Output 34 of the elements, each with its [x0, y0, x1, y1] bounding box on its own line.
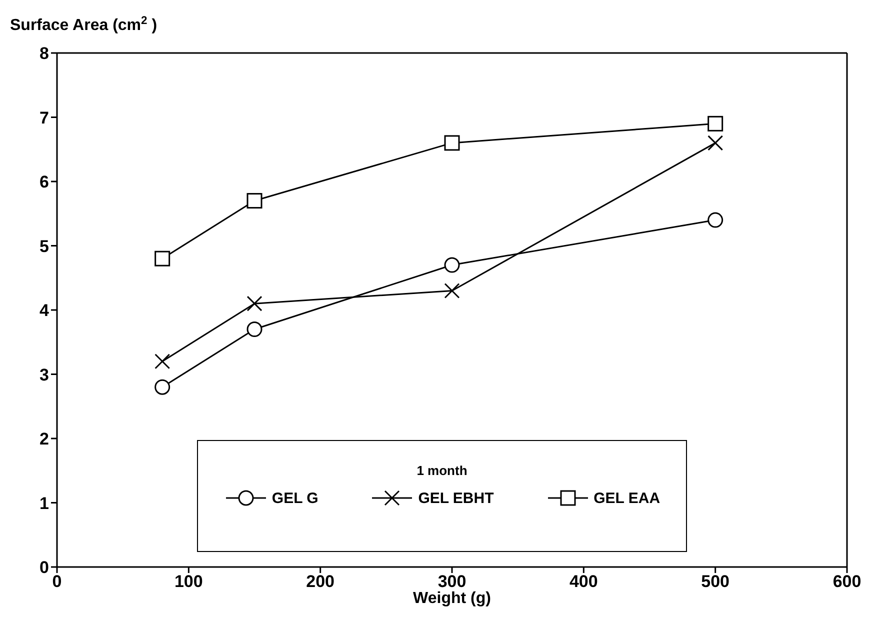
y-tick-label: 4: [40, 301, 50, 320]
point: [444, 135, 460, 151]
x-tick-label: 300: [438, 572, 466, 592]
y-tick-label: 5: [40, 236, 49, 256]
x-axis-title: Weight (g): [413, 590, 491, 607]
y-axis-title: Surface Area (cm$^{2}$): [10, 15, 158, 34]
x-tick-label: 500: [701, 572, 730, 592]
x-tick-label: 200: [306, 572, 335, 592]
point: [708, 212, 724, 228]
x-tick-label: 0: [52, 572, 62, 592]
point: [154, 250, 170, 266]
legend-label: GEL EBHT: [418, 490, 494, 506]
point: [708, 135, 724, 151]
x-tick-label: 400: [569, 572, 598, 592]
legend-title: 1 month: [416, 463, 468, 478]
legend-label: GEL EAA: [594, 490, 660, 506]
point: [246, 296, 262, 312]
point: [154, 379, 170, 395]
point: [246, 322, 262, 338]
y-tick-label: 1: [40, 494, 49, 513]
legend-label: GEL G: [272, 490, 318, 506]
x-tick-label: 100: [174, 572, 203, 592]
x-tick-label: 600: [832, 572, 862, 592]
point: [246, 193, 262, 209]
point: [708, 116, 724, 132]
point: [444, 282, 460, 298]
point: [444, 257, 460, 273]
y-tick-label: 8: [40, 44, 49, 64]
point: [154, 354, 170, 370]
y-tick-label: 2: [40, 430, 49, 449]
y-tick-label: 0: [40, 558, 49, 578]
y-tick-label: 7: [40, 108, 49, 128]
y-tick-label: 3: [40, 365, 49, 384]
y-tick-label: 6: [40, 172, 49, 192]
